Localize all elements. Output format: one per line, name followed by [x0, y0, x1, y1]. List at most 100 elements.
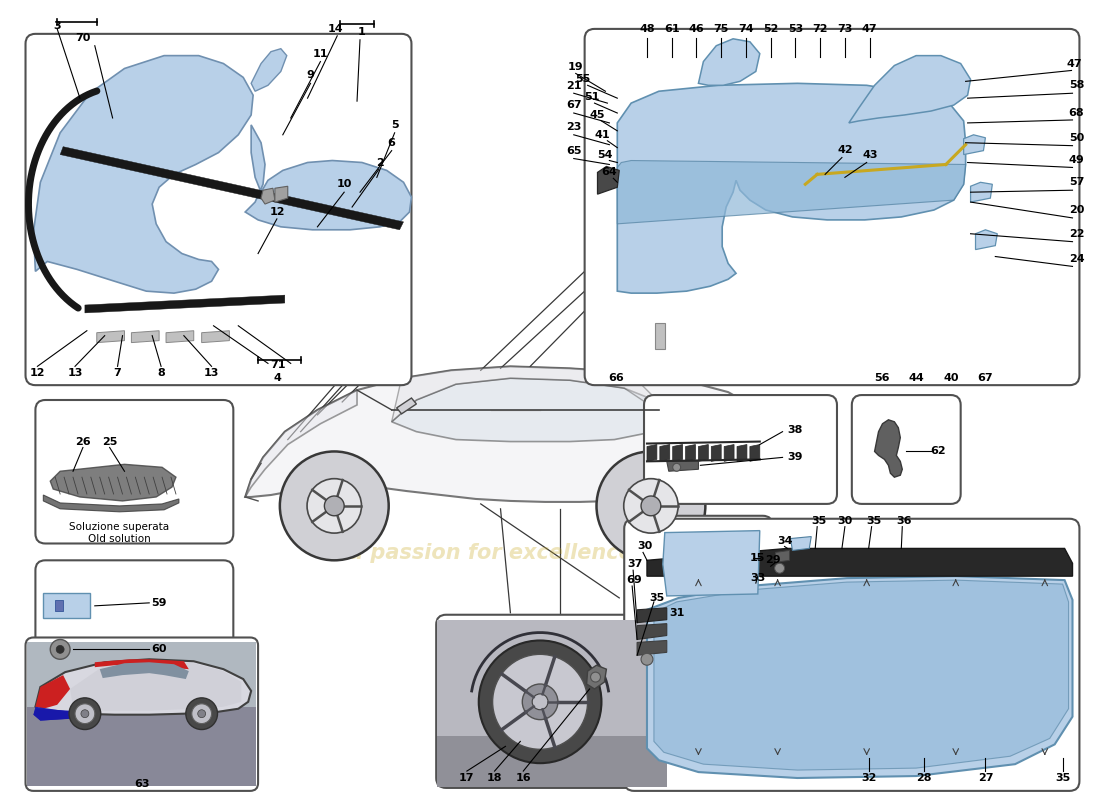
Text: 35: 35	[649, 593, 664, 603]
Polygon shape	[964, 134, 986, 154]
Text: 58: 58	[1069, 80, 1085, 90]
Text: 45: 45	[590, 110, 605, 120]
Polygon shape	[33, 706, 73, 721]
Polygon shape	[245, 390, 358, 497]
Polygon shape	[392, 378, 669, 442]
Polygon shape	[26, 642, 256, 786]
Polygon shape	[663, 530, 760, 596]
Circle shape	[591, 672, 601, 682]
Polygon shape	[131, 330, 160, 342]
Circle shape	[596, 451, 705, 560]
Text: 33: 33	[750, 573, 766, 583]
Circle shape	[673, 463, 681, 471]
Polygon shape	[43, 495, 179, 512]
Polygon shape	[654, 323, 664, 349]
Text: 34: 34	[778, 535, 793, 546]
Circle shape	[522, 684, 558, 720]
Text: 9: 9	[307, 70, 315, 81]
FancyBboxPatch shape	[644, 395, 837, 504]
Polygon shape	[750, 445, 760, 462]
Text: 13: 13	[204, 368, 219, 378]
Circle shape	[198, 710, 206, 718]
Text: 74: 74	[738, 24, 754, 34]
Polygon shape	[750, 426, 772, 477]
Text: 37: 37	[627, 559, 642, 570]
Text: 35: 35	[866, 516, 881, 526]
Text: 63: 63	[134, 779, 150, 789]
Polygon shape	[70, 662, 241, 710]
Polygon shape	[647, 445, 657, 462]
Text: 31: 31	[669, 608, 684, 618]
Text: 12: 12	[30, 368, 45, 378]
Polygon shape	[100, 662, 189, 679]
Polygon shape	[437, 737, 667, 787]
Circle shape	[624, 478, 679, 533]
Text: 68: 68	[1068, 108, 1085, 118]
FancyBboxPatch shape	[659, 516, 772, 603]
Polygon shape	[275, 186, 288, 202]
Polygon shape	[261, 188, 275, 204]
Polygon shape	[653, 580, 1068, 770]
Text: 18: 18	[487, 773, 503, 783]
Text: 30: 30	[637, 542, 652, 551]
Text: 60: 60	[152, 644, 167, 654]
Circle shape	[69, 698, 101, 730]
Text: 23: 23	[566, 122, 582, 132]
Text: 21: 21	[566, 82, 582, 91]
Text: 50: 50	[1069, 133, 1085, 142]
FancyBboxPatch shape	[437, 614, 669, 788]
Text: 43: 43	[862, 150, 879, 159]
Text: 12: 12	[271, 207, 286, 217]
Text: 57: 57	[1069, 178, 1085, 187]
Circle shape	[51, 639, 70, 659]
Text: 40: 40	[943, 374, 958, 383]
Polygon shape	[166, 330, 194, 342]
Polygon shape	[251, 49, 287, 91]
Text: 47: 47	[861, 24, 878, 34]
Polygon shape	[874, 420, 902, 477]
FancyBboxPatch shape	[851, 395, 960, 504]
Circle shape	[81, 710, 89, 718]
FancyBboxPatch shape	[35, 400, 233, 543]
Polygon shape	[26, 642, 256, 706]
Text: 22: 22	[1069, 229, 1085, 238]
Text: 28: 28	[916, 773, 932, 783]
Polygon shape	[698, 445, 708, 462]
Text: 35: 35	[1055, 773, 1070, 783]
FancyBboxPatch shape	[25, 34, 411, 385]
Text: 42: 42	[837, 145, 852, 154]
Text: 49: 49	[1068, 154, 1085, 165]
Text: 16: 16	[516, 773, 531, 783]
Text: 52: 52	[763, 24, 779, 34]
Polygon shape	[776, 550, 790, 562]
Text: 53: 53	[788, 24, 803, 34]
Text: 69: 69	[626, 575, 642, 585]
Polygon shape	[60, 146, 404, 230]
Text: 67: 67	[978, 374, 993, 383]
Circle shape	[774, 563, 784, 573]
Polygon shape	[724, 445, 734, 462]
Polygon shape	[647, 576, 1072, 778]
Circle shape	[75, 704, 95, 723]
Text: 19: 19	[568, 62, 583, 71]
FancyBboxPatch shape	[584, 29, 1079, 385]
Text: 56: 56	[873, 374, 889, 383]
Text: 17: 17	[459, 773, 474, 783]
Polygon shape	[97, 330, 124, 342]
Text: 61: 61	[664, 24, 680, 34]
Polygon shape	[33, 56, 253, 293]
Polygon shape	[637, 608, 667, 622]
Text: 55: 55	[575, 74, 591, 84]
Text: 5: 5	[390, 120, 398, 130]
Text: 13: 13	[67, 368, 82, 378]
Text: a passion for excellence: a passion for excellence	[349, 543, 632, 563]
Text: 24: 24	[1068, 254, 1085, 265]
Polygon shape	[617, 83, 966, 293]
Text: Old solution: Old solution	[88, 534, 151, 543]
Polygon shape	[647, 549, 1072, 576]
Text: 36: 36	[896, 516, 912, 526]
Polygon shape	[698, 39, 760, 86]
Text: 20: 20	[1069, 205, 1085, 215]
Text: 75: 75	[714, 24, 729, 34]
Polygon shape	[33, 709, 70, 721]
